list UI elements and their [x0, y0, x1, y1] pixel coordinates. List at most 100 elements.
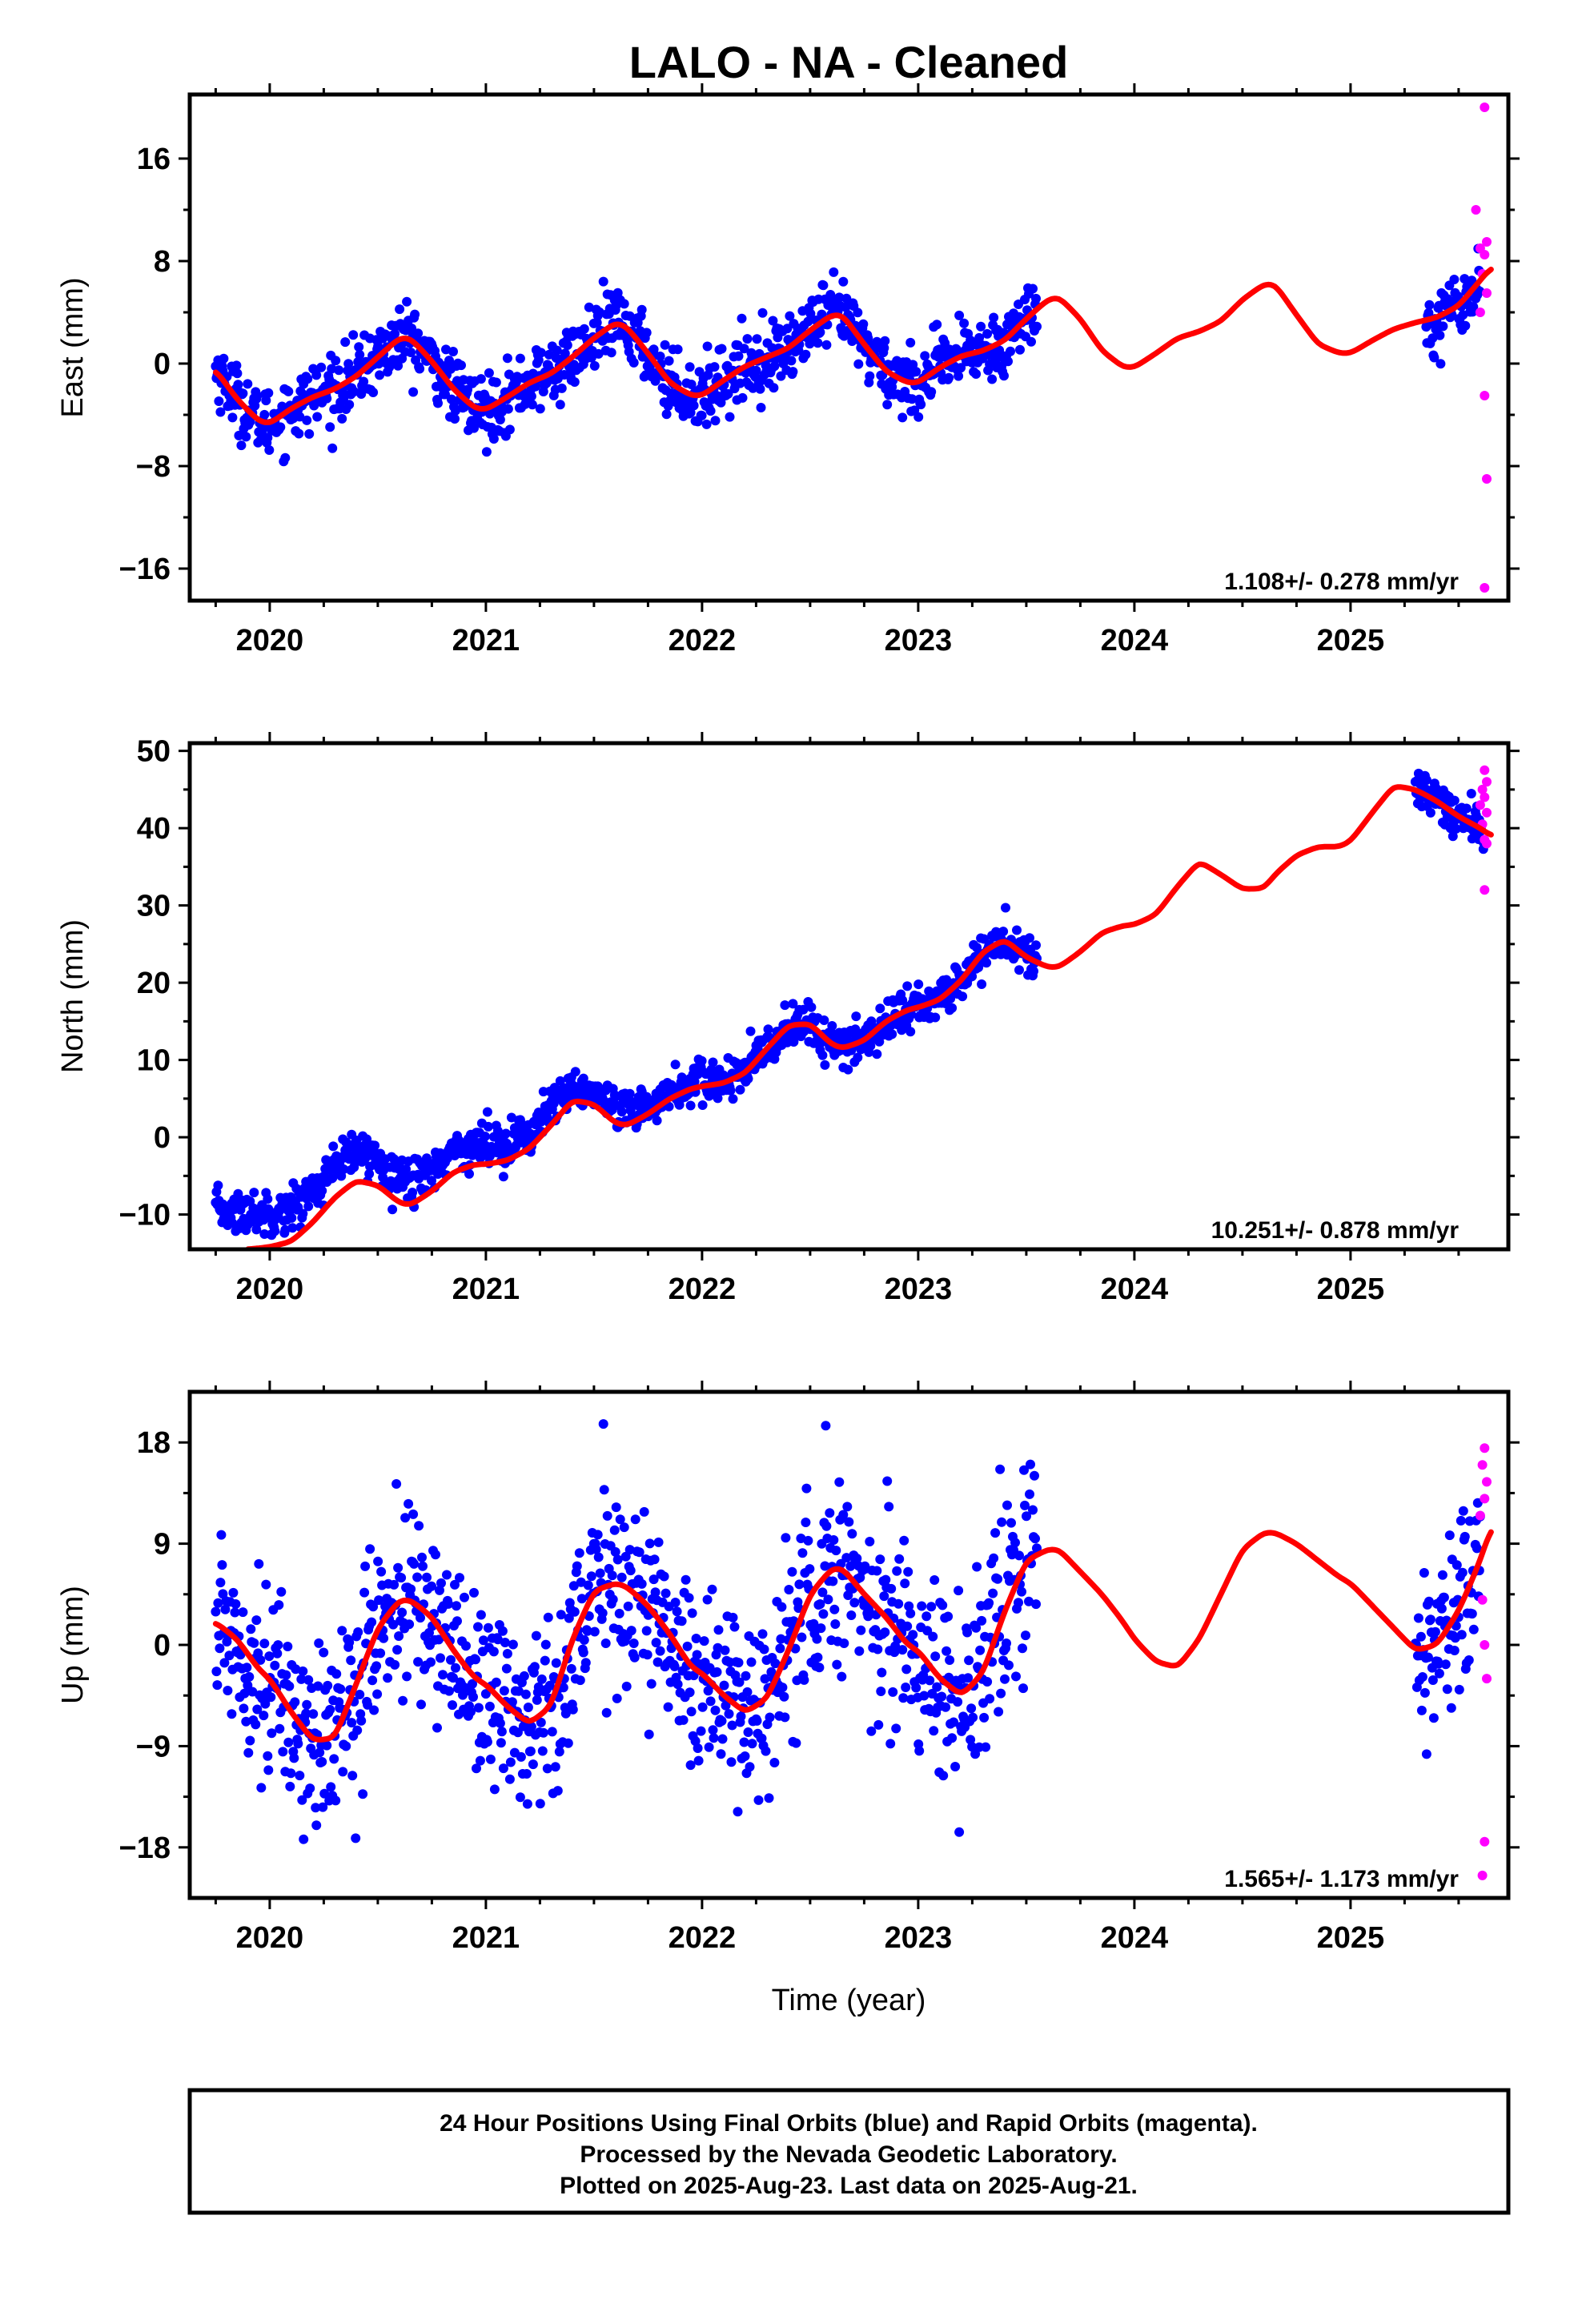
final-orbit-point — [673, 1679, 683, 1690]
final-orbit-point — [1438, 321, 1448, 332]
final-orbit-point — [953, 1697, 963, 1707]
final-orbit-point — [1028, 283, 1038, 294]
final-orbit-point — [828, 1576, 838, 1586]
final-orbit-point — [396, 1573, 407, 1583]
final-orbit-point — [880, 1627, 890, 1638]
rapid-orbit-point — [1482, 288, 1492, 298]
final-orbit-point — [697, 1702, 708, 1712]
final-orbit-point — [560, 1708, 571, 1719]
final-orbit-point — [500, 1638, 510, 1647]
final-orbit-point — [579, 324, 589, 334]
final-orbit-point — [572, 1561, 582, 1571]
final-orbit-point — [834, 292, 845, 303]
final-orbit-point — [564, 1613, 574, 1623]
final-orbit-point — [562, 340, 572, 350]
final-orbit-point — [628, 357, 639, 368]
final-orbit-point — [236, 440, 247, 451]
final-orbit-point — [972, 943, 982, 953]
final-orbit-point — [456, 360, 466, 371]
final-orbit-point — [809, 1618, 819, 1629]
final-orbit-point — [211, 1606, 221, 1617]
final-orbit-point — [851, 1011, 861, 1022]
final-orbit-point — [576, 1594, 587, 1604]
final-orbit-point — [303, 1201, 314, 1212]
final-orbit-point — [227, 1709, 237, 1719]
final-orbit-point — [932, 320, 942, 330]
final-orbit-point — [513, 1686, 524, 1696]
final-orbit-point — [591, 1544, 601, 1554]
final-orbit-point — [997, 1517, 1007, 1527]
final-orbit-point — [1453, 292, 1464, 302]
final-orbit-point — [1467, 275, 1477, 286]
final-orbit-point — [1020, 1500, 1030, 1510]
final-orbit-point — [742, 334, 753, 344]
final-orbit-point — [760, 1674, 770, 1684]
final-orbit-point — [383, 1673, 393, 1683]
rapid-orbit-point — [1480, 1640, 1490, 1650]
final-orbit-point — [813, 338, 823, 348]
final-orbit-point — [606, 348, 616, 358]
final-orbit-point — [558, 1683, 568, 1693]
final-orbit-point — [536, 1717, 546, 1727]
final-orbit-point — [741, 1671, 751, 1681]
final-orbit-point — [742, 1687, 753, 1697]
final-orbit-point — [661, 1588, 671, 1598]
final-orbit-point — [554, 1747, 564, 1757]
final-orbit-point — [406, 348, 416, 357]
final-orbit-point — [789, 1037, 799, 1047]
final-orbit-point — [1433, 1659, 1443, 1669]
footnote-line-2: Processed by the Nevada Geodetic Laborat… — [580, 2141, 1117, 2168]
final-orbit-point — [1428, 1713, 1439, 1723]
final-orbit-point — [283, 1737, 294, 1747]
final-orbit-point — [526, 1722, 536, 1732]
final-orbit-point — [552, 345, 562, 356]
final-orbit-point — [597, 1608, 608, 1618]
final-orbit-point — [646, 1679, 656, 1689]
final-orbit-point — [212, 1680, 223, 1691]
final-orbit-point — [1449, 1646, 1460, 1655]
final-orbit-point — [278, 1747, 288, 1757]
final-orbit-point — [1468, 302, 1479, 312]
final-orbit-point — [761, 1746, 771, 1756]
final-orbit-point — [971, 369, 982, 379]
final-orbit-point — [914, 1746, 925, 1756]
final-orbit-point — [1031, 293, 1041, 304]
final-orbit-point — [337, 413, 347, 424]
final-orbit-point — [397, 1607, 408, 1618]
final-orbit-point — [614, 1608, 624, 1618]
final-orbit-point — [322, 393, 332, 404]
y-tick-label: 0 — [154, 348, 171, 381]
y-tick-label: 16 — [137, 143, 171, 176]
final-orbit-point — [393, 360, 404, 371]
rapid-orbit-point — [1477, 784, 1488, 794]
final-orbit-point — [227, 1218, 238, 1228]
final-orbit-point — [317, 1185, 327, 1196]
north-plot-area — [211, 765, 1494, 1249]
final-orbit-point — [839, 1638, 849, 1648]
final-orbit-point — [531, 1630, 541, 1641]
x-tick-label: 2025 — [1317, 624, 1385, 657]
final-orbit-point — [601, 1707, 612, 1718]
final-orbit-point — [967, 1742, 978, 1752]
final-orbit-point — [502, 1649, 512, 1659]
final-orbit-point — [402, 1671, 412, 1682]
final-orbit-point — [280, 1224, 291, 1235]
final-orbit-point — [769, 1758, 780, 1767]
final-orbit-point — [816, 1623, 826, 1634]
final-orbit-point — [452, 1616, 462, 1626]
final-orbit-point — [1442, 1684, 1452, 1695]
rapid-orbit-point — [1480, 1494, 1490, 1504]
final-orbit-point — [902, 981, 913, 991]
final-orbit-point — [941, 1702, 951, 1712]
final-orbit-point — [820, 1561, 830, 1571]
final-orbit-point — [963, 1673, 974, 1683]
final-orbit-point — [1026, 336, 1036, 347]
final-orbit-point — [413, 328, 424, 339]
final-orbit-point — [582, 1626, 592, 1636]
final-orbit-point — [777, 1683, 788, 1693]
final-orbit-point — [852, 1554, 862, 1563]
final-orbit-point — [367, 1617, 377, 1627]
final-orbit-point — [946, 994, 956, 1003]
final-orbit-point — [1413, 1613, 1423, 1623]
final-orbit-point — [1467, 1609, 1477, 1619]
